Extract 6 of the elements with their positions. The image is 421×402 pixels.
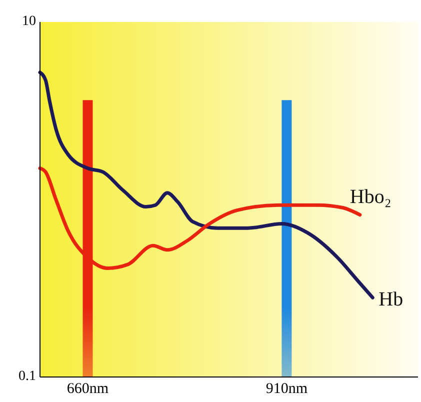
y-tick-label: 10 bbox=[22, 14, 36, 30]
series-label: Hb bbox=[378, 288, 404, 311]
y-tick-label: 0.1 bbox=[18, 369, 36, 384]
x-tick-label: 660nm bbox=[66, 381, 109, 397]
x-tick-label: 910nm bbox=[266, 381, 308, 397]
series-label: Hbo₂ bbox=[350, 186, 392, 208]
